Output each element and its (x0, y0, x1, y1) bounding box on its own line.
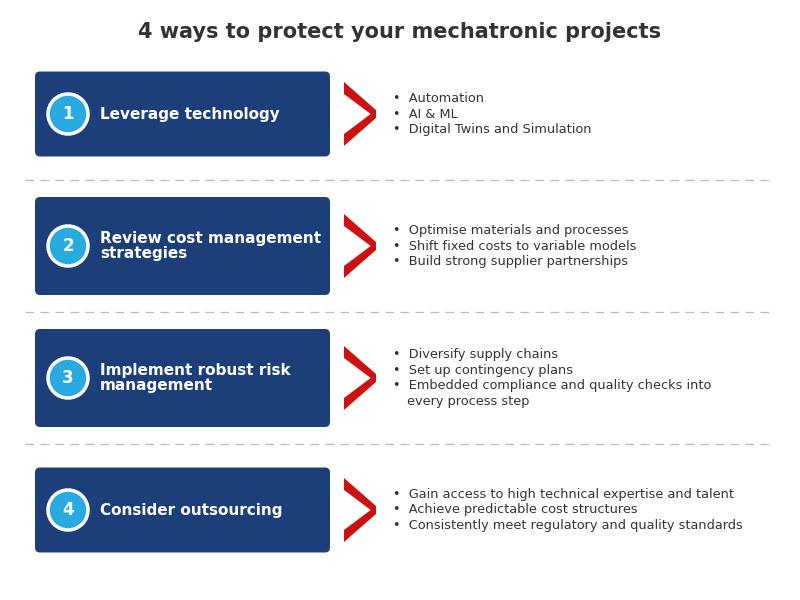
Text: •  Optimise materials and processes: • Optimise materials and processes (393, 224, 629, 237)
Polygon shape (344, 478, 376, 514)
Text: 4: 4 (62, 501, 74, 519)
Polygon shape (344, 82, 376, 118)
Circle shape (48, 358, 88, 398)
Text: •  Achieve predictable cost structures: • Achieve predictable cost structures (393, 503, 638, 517)
Text: strategies: strategies (100, 246, 187, 261)
Text: •  Consistently meet regulatory and quality standards: • Consistently meet regulatory and quali… (393, 519, 742, 532)
Text: •  Automation: • Automation (393, 92, 484, 105)
Polygon shape (344, 346, 376, 382)
Text: 2: 2 (62, 237, 74, 255)
Text: Review cost management: Review cost management (100, 231, 321, 246)
Text: •  Digital Twins and Simulation: • Digital Twins and Simulation (393, 123, 591, 136)
FancyBboxPatch shape (35, 71, 330, 157)
Text: •  Embedded compliance and quality checks into: • Embedded compliance and quality checks… (393, 379, 711, 392)
Text: •  Shift fixed costs to variable models: • Shift fixed costs to variable models (393, 239, 636, 253)
Text: Leverage technology: Leverage technology (100, 107, 280, 121)
Text: •  Set up contingency plans: • Set up contingency plans (393, 364, 573, 377)
Text: management: management (100, 378, 213, 393)
Text: 3: 3 (62, 369, 74, 387)
Circle shape (48, 490, 88, 530)
Polygon shape (344, 214, 376, 250)
Text: every process step: every process step (407, 395, 530, 408)
Text: •  Build strong supplier partnerships: • Build strong supplier partnerships (393, 255, 628, 268)
Text: •  Gain access to high technical expertise and talent: • Gain access to high technical expertis… (393, 488, 734, 501)
Circle shape (48, 94, 88, 134)
Text: Consider outsourcing: Consider outsourcing (100, 503, 282, 517)
Circle shape (48, 226, 88, 266)
Text: Implement robust risk: Implement robust risk (100, 363, 290, 378)
Polygon shape (344, 374, 376, 410)
Text: 1: 1 (62, 105, 74, 123)
FancyBboxPatch shape (35, 197, 330, 295)
Polygon shape (344, 242, 376, 278)
FancyBboxPatch shape (35, 467, 330, 553)
Text: 4 ways to protect your mechatronic projects: 4 ways to protect your mechatronic proje… (138, 22, 662, 42)
FancyBboxPatch shape (35, 329, 330, 427)
Polygon shape (344, 506, 376, 542)
Polygon shape (344, 110, 376, 146)
Text: •  AI & ML: • AI & ML (393, 107, 458, 121)
Text: •  Diversify supply chains: • Diversify supply chains (393, 348, 558, 361)
